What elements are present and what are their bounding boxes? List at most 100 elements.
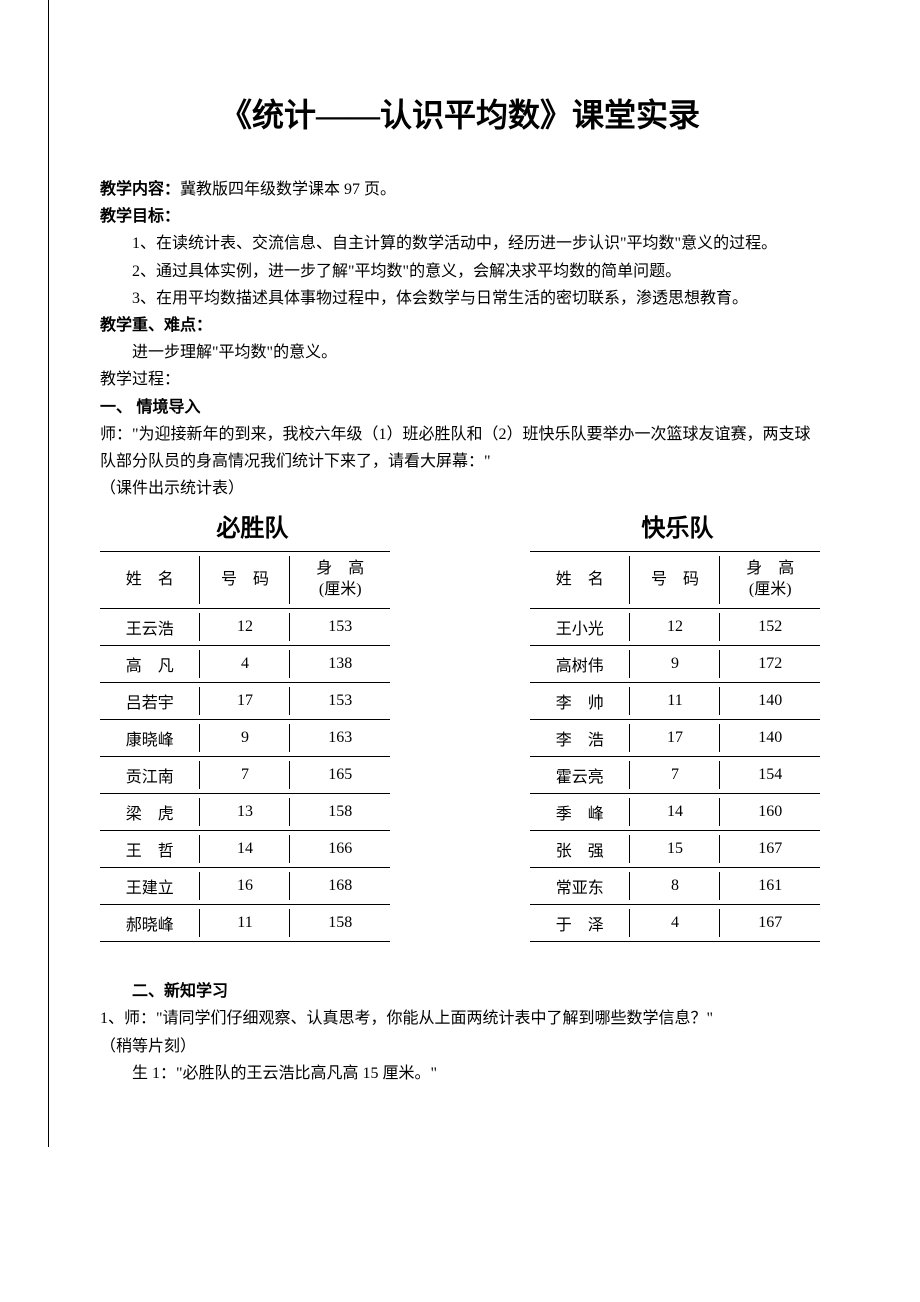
cell-height: 140	[720, 683, 820, 720]
cell-name: 康晓峰	[100, 720, 200, 757]
table-header-row: 姓 名 号 码 身 高 (厘米)	[530, 552, 820, 609]
section-2-p2: （稍等片刻）	[100, 1033, 820, 1060]
table-row: 王 哲14166	[100, 831, 390, 868]
table-row: 王云浩12153	[100, 609, 390, 646]
cell-name: 高树伟	[530, 646, 630, 683]
table-row: 郝晓峰11158	[100, 905, 390, 942]
cell-height: 138	[290, 646, 390, 683]
cell-height: 158	[290, 905, 390, 942]
table-row: 张 强15167	[530, 831, 820, 868]
table-row: 康晓峰9163	[100, 720, 390, 757]
cell-name: 于 泽	[530, 905, 630, 942]
cell-name: 常亚东	[530, 868, 630, 905]
team-right-title: 快乐队	[535, 508, 820, 543]
header-name: 姓 名	[530, 552, 630, 609]
process-label: 教学过程：	[100, 366, 820, 393]
section-1-p2: （课件出示统计表）	[100, 475, 820, 502]
cell-height: 158	[290, 794, 390, 831]
cell-height: 154	[720, 757, 820, 794]
table-row: 李 浩17140	[530, 720, 820, 757]
cell-height: 163	[290, 720, 390, 757]
cell-num: 12	[200, 609, 291, 646]
cell-num: 15	[630, 831, 721, 868]
cell-height: 167	[720, 905, 820, 942]
cell-height: 160	[720, 794, 820, 831]
cell-height: 140	[720, 720, 820, 757]
table-row: 王小光12152	[530, 609, 820, 646]
cell-height: 153	[290, 609, 390, 646]
table-row: 于 泽4167	[530, 905, 820, 942]
cell-name: 高 凡	[100, 646, 200, 683]
cell-height: 172	[720, 646, 820, 683]
section-2-p1: 1、师："请同学们仔细观察、认真思考，你能从上面两统计表中了解到哪些数学信息？"	[100, 1005, 820, 1032]
goal-label: 教学目标：	[100, 203, 820, 230]
header-num: 号 码	[630, 552, 721, 609]
cell-num: 4	[630, 905, 721, 942]
cell-name: 李 帅	[530, 683, 630, 720]
cell-name: 梁 虎	[100, 794, 200, 831]
table-row: 王建立16168	[100, 868, 390, 905]
cell-name: 贡江南	[100, 757, 200, 794]
cell-num: 17	[630, 720, 721, 757]
team-left-table: 姓 名 号 码 身 高 (厘米) 王云浩12153高 凡4138吕若宇17153…	[100, 551, 390, 942]
cell-num: 16	[200, 868, 291, 905]
cell-name: 李 浩	[530, 720, 630, 757]
cell-name: 郝晓峰	[100, 905, 200, 942]
cell-height: 161	[720, 868, 820, 905]
header-height: 身 高 (厘米)	[720, 552, 820, 609]
goal-2: 2、通过具体实例，进一步了解"平均数"的意义，会解决求平均数的简单问题。	[100, 258, 820, 285]
section-2-title: 二、新知学习	[100, 978, 820, 1005]
tables-row: 姓 名 号 码 身 高 (厘米) 王云浩12153高 凡4138吕若宇17153…	[100, 551, 820, 942]
cell-num: 12	[630, 609, 721, 646]
table-row: 季 峰14160	[530, 794, 820, 831]
spacer	[100, 942, 820, 978]
cell-num: 14	[630, 794, 721, 831]
team-left-title: 必胜队	[100, 508, 405, 543]
cell-num: 7	[630, 757, 721, 794]
cell-height: 167	[720, 831, 820, 868]
difficulty-label: 教学重、难点：	[100, 312, 820, 339]
cell-height: 153	[290, 683, 390, 720]
table-row: 李 帅11140	[530, 683, 820, 720]
team-titles: 必胜队 快乐队	[100, 508, 820, 543]
section-2-p3: 生 1："必胜队的王云浩比高凡高 15 厘米。"	[100, 1060, 820, 1087]
cell-name: 季 峰	[530, 794, 630, 831]
table-row: 常亚东8161	[530, 868, 820, 905]
table-row: 高树伟9172	[530, 646, 820, 683]
goal-3: 3、在用平均数描述具体事物过程中，体会数学与日常生活的密切联系，渗透思想教育。	[100, 285, 820, 312]
table-row: 梁 虎13158	[100, 794, 390, 831]
cell-name: 王小光	[530, 609, 630, 646]
cell-num: 4	[200, 646, 291, 683]
table-header-row: 姓 名 号 码 身 高 (厘米)	[100, 552, 390, 609]
cell-num: 9	[630, 646, 721, 683]
page: 《统计——认识平均数》课堂实录 教学内容：冀教版四年级数学课本 97 页。 教学…	[0, 0, 920, 1147]
cell-num: 11	[200, 905, 291, 942]
header-name: 姓 名	[100, 552, 200, 609]
cell-height: 165	[290, 757, 390, 794]
cell-height: 166	[290, 831, 390, 868]
difficulty-text: 进一步理解"平均数"的意义。	[100, 339, 820, 366]
section-1-title: 一、 情境导入	[100, 394, 820, 421]
cell-num: 7	[200, 757, 291, 794]
table-row: 高 凡4138	[100, 646, 390, 683]
header-height: 身 高 (厘米)	[290, 552, 390, 609]
content-label: 教学内容：	[100, 181, 180, 198]
cell-name: 吕若宇	[100, 683, 200, 720]
cell-name: 霍云亮	[530, 757, 630, 794]
cell-name: 王建立	[100, 868, 200, 905]
header-num: 号 码	[200, 552, 291, 609]
table-row: 吕若宇17153	[100, 683, 390, 720]
team-right-table: 姓 名 号 码 身 高 (厘米) 王小光12152高树伟9172李 帅11140…	[530, 551, 820, 942]
table-row: 霍云亮7154	[530, 757, 820, 794]
cell-num: 17	[200, 683, 291, 720]
cell-height: 168	[290, 868, 390, 905]
cell-num: 11	[630, 683, 721, 720]
content-line: 教学内容：冀教版四年级数学课本 97 页。	[100, 176, 820, 203]
content-text: 冀教版四年级数学课本 97 页。	[180, 181, 396, 198]
cell-num: 8	[630, 868, 721, 905]
margin-line	[48, 0, 49, 1147]
cell-name: 张 强	[530, 831, 630, 868]
cell-name: 王 哲	[100, 831, 200, 868]
page-title: 《统计——认识平均数》课堂实录	[100, 90, 820, 136]
cell-height: 152	[720, 609, 820, 646]
